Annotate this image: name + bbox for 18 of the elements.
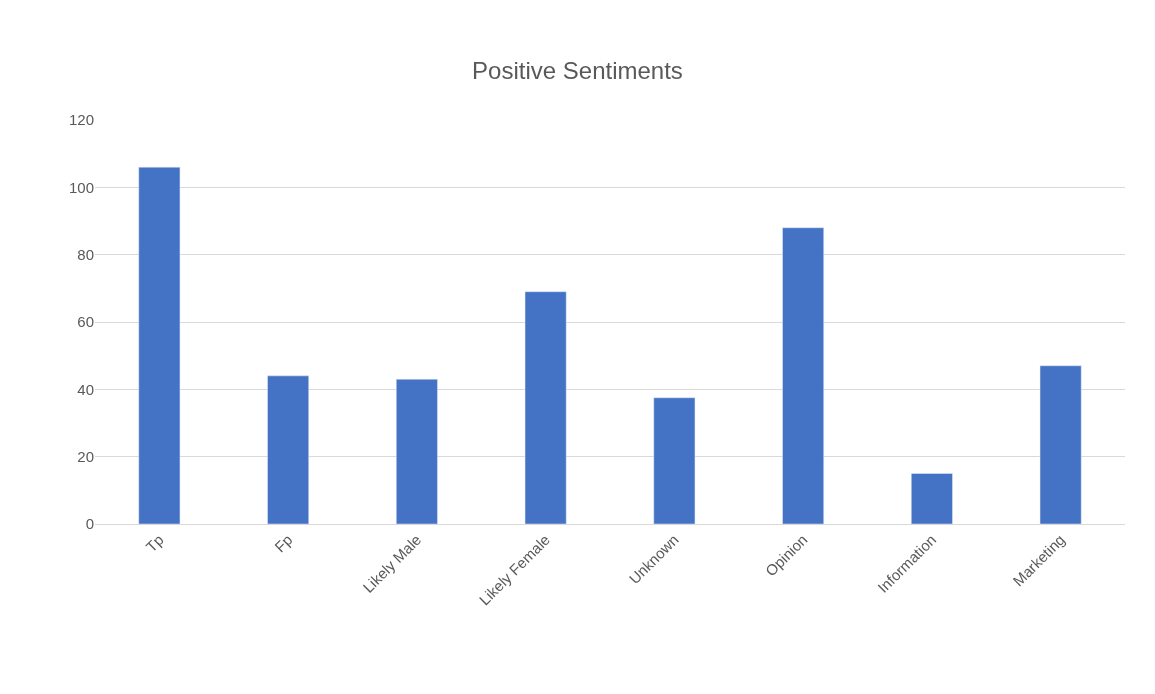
bar (782, 227, 824, 524)
y-tick-label: 120 (68, 111, 94, 129)
bar (653, 397, 696, 524)
bar (396, 378, 438, 524)
y-tick-label: 100 (68, 178, 94, 196)
y-tick-label: 40 (77, 380, 94, 398)
x-tick-label: Tp (142, 530, 167, 556)
y-tick-label: 80 (77, 245, 94, 263)
bar (911, 473, 953, 524)
bar (138, 166, 181, 524)
y-tick-label: 60 (77, 313, 94, 331)
bar (1039, 365, 1082, 524)
bar (524, 291, 567, 524)
y-tick-label: 0 (85, 515, 94, 533)
bar (267, 375, 309, 524)
chart-title: Positive Sentiments (472, 57, 683, 85)
y-tick-label: 20 (77, 447, 94, 465)
x-tick-label: Fp (271, 530, 296, 556)
